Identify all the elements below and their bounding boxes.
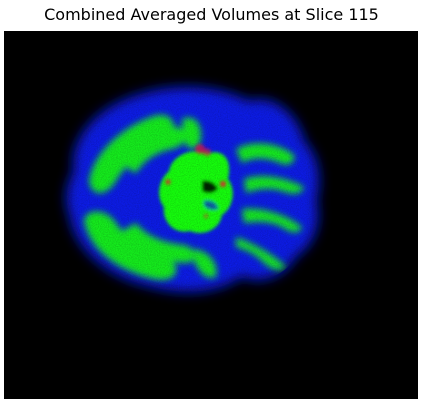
red-volume: [165, 144, 226, 218]
brain-slice-render: [4, 31, 418, 399]
figure-title: Combined Averaged Volumes at Slice 115: [44, 5, 379, 24]
brain-slice-image: [4, 31, 418, 399]
